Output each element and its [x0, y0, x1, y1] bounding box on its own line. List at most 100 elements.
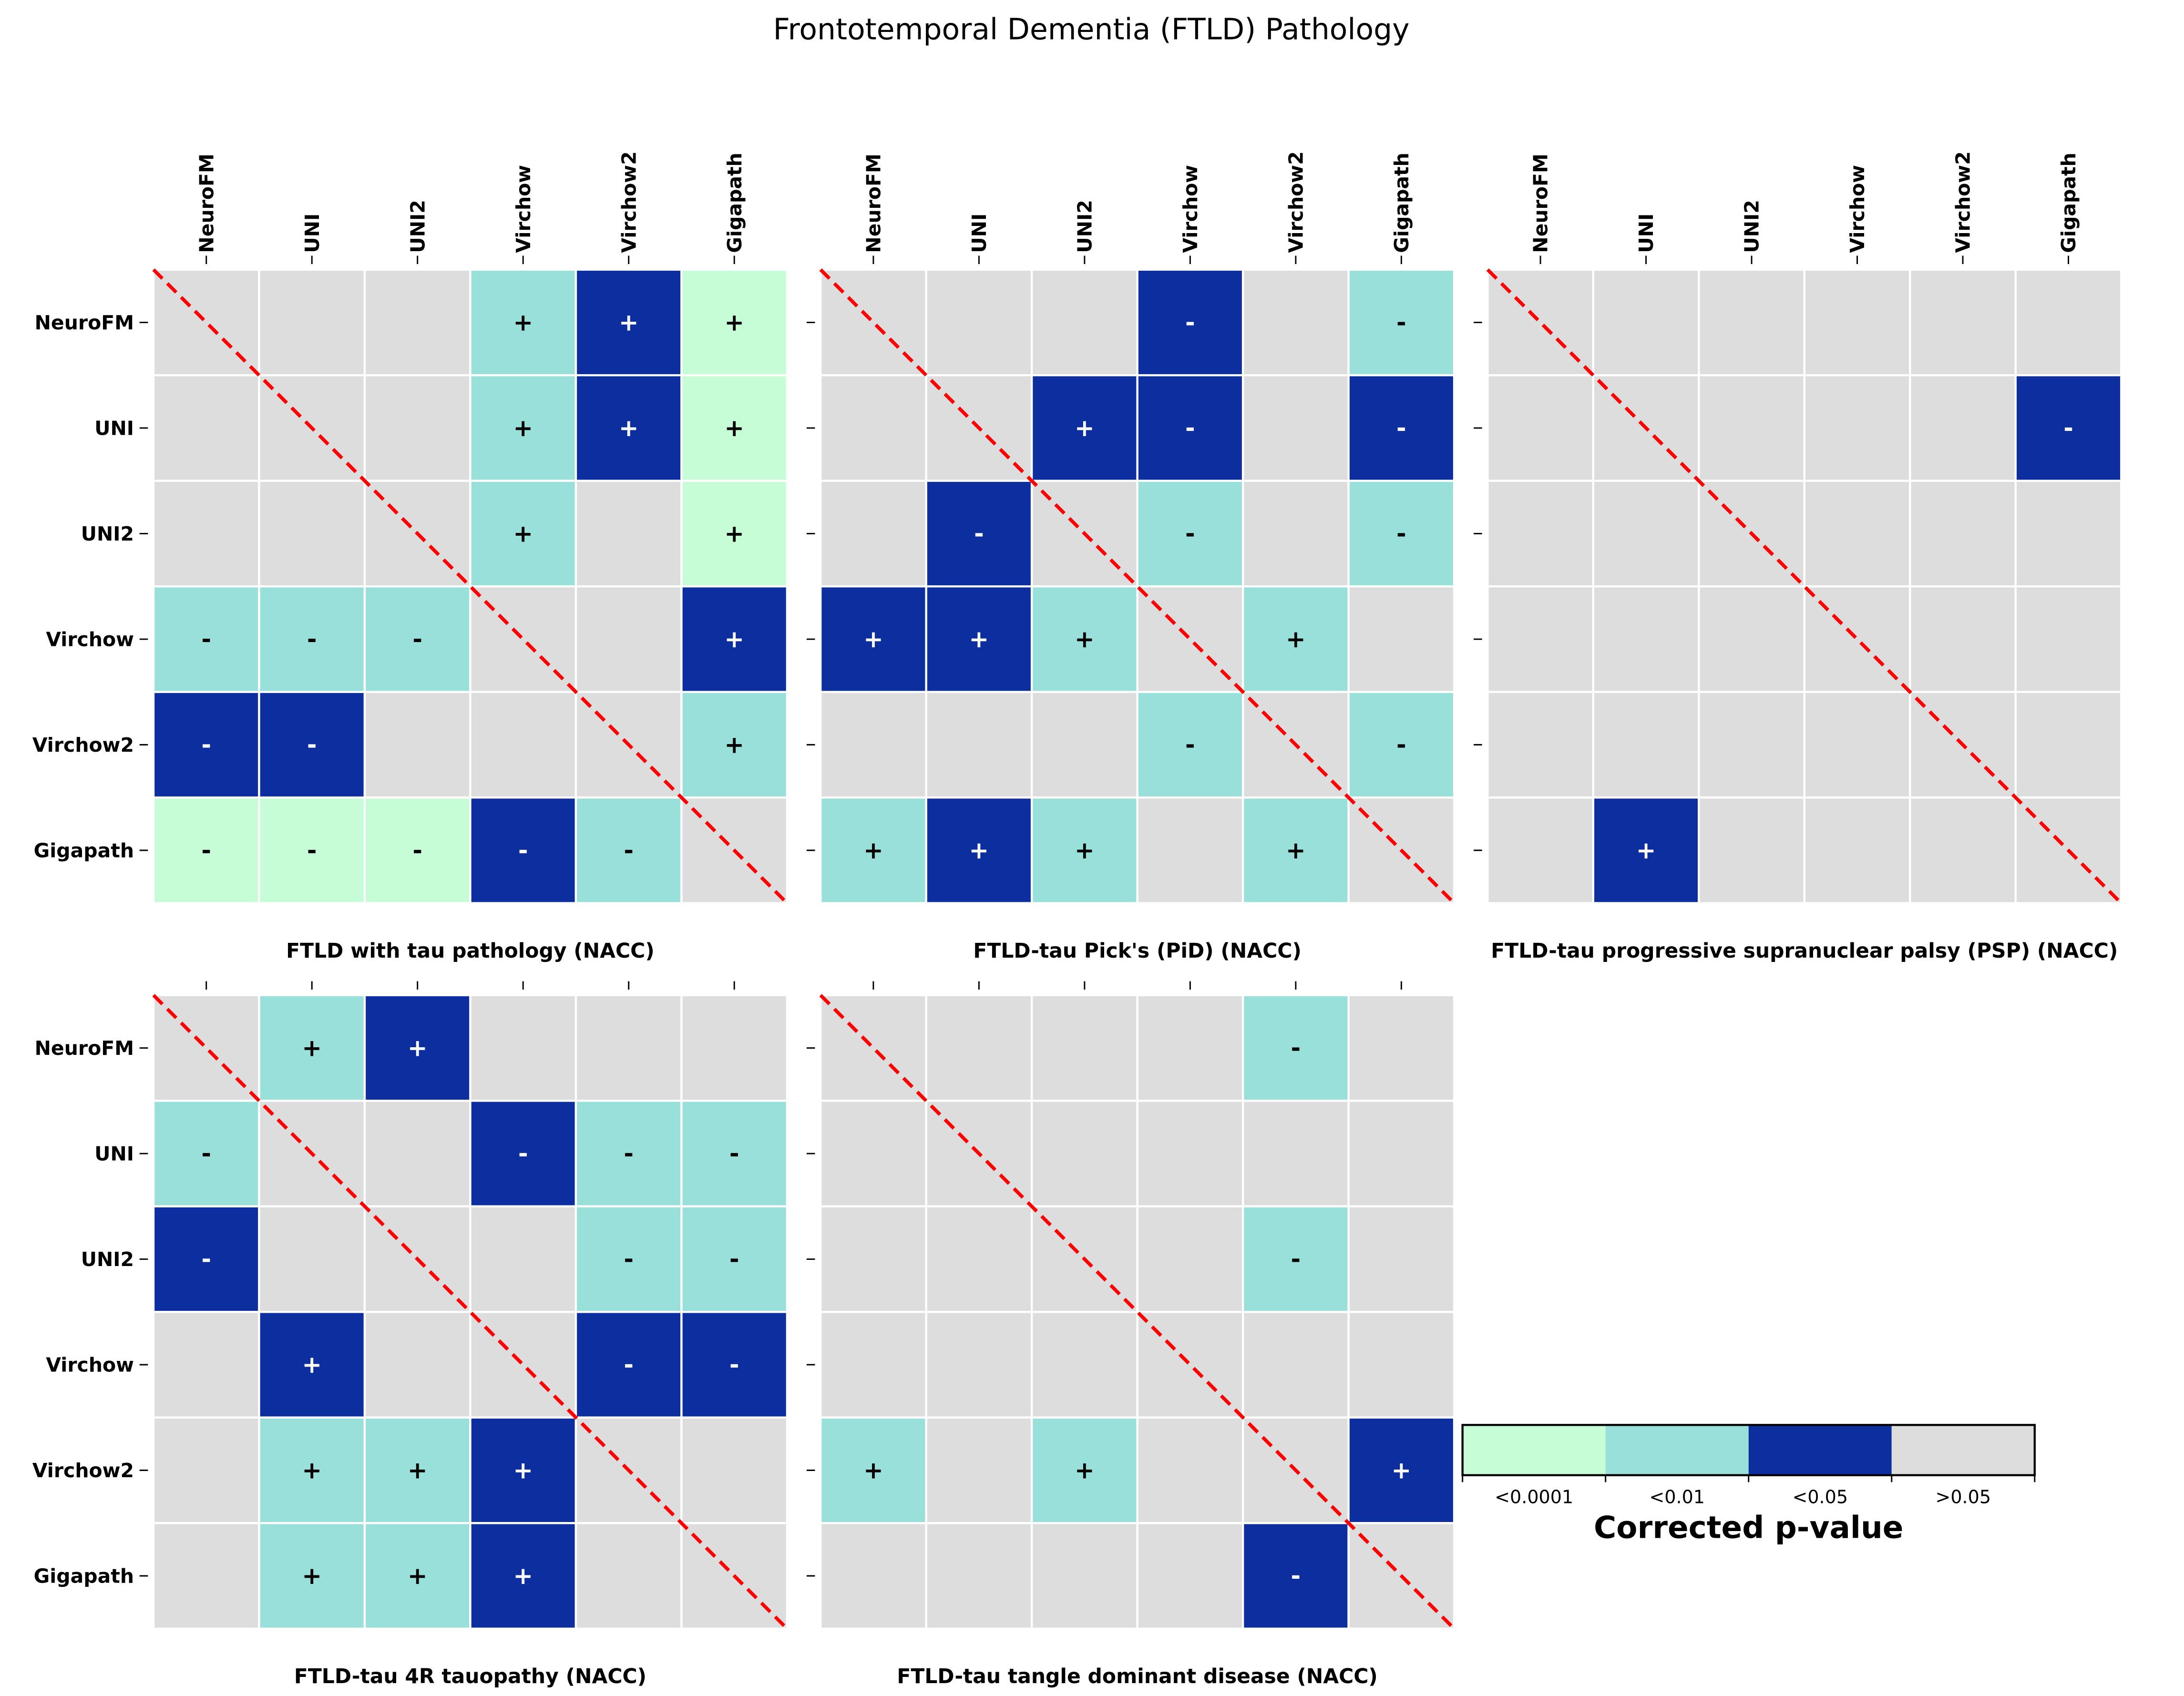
- y-tick-label: NeuroFM: [35, 1037, 134, 1060]
- heatmap-cell: [363, 374, 472, 482]
- heatmap-cell: [1241, 585, 1350, 693]
- cell-sign-label: -: [1291, 1034, 1301, 1062]
- x-tick-label: NeuroFM: [1529, 153, 1552, 253]
- heatmap-cell: [469, 1100, 577, 1207]
- cell-sign-label: -: [201, 837, 211, 864]
- y-tick-label: UNI: [94, 417, 134, 440]
- colorbar-swatch: [1605, 1425, 1749, 1475]
- heatmap-cell: [1592, 480, 1700, 588]
- heatmap-cell: [1136, 1416, 1244, 1524]
- cell-sign-label: +: [302, 1562, 322, 1590]
- heatmap-panel: + + - - - - - - - + - - + + + + + + NeuroFM UNI UNI2 Virchow V…: [32, 981, 789, 1688]
- cell-sign-label: -: [201, 625, 211, 653]
- colorbar-frame: [1461, 1424, 2036, 1476]
- cell-sign-label: +: [1075, 837, 1095, 864]
- cell-sign-label: +: [1286, 625, 1306, 653]
- cell-sign-label: -: [974, 520, 984, 547]
- heatmap-cell: [819, 1100, 927, 1207]
- heatmap-cell: [2014, 480, 2122, 588]
- x-tick-label: Virchow: [1846, 165, 1869, 253]
- colorbar-swatch: [1462, 1425, 1606, 1475]
- cell-sign-label: -: [2063, 414, 2073, 442]
- heatmap-cell: [363, 796, 472, 904]
- x-tick-label: Virchow2: [1285, 151, 1308, 253]
- heatmap-cell: [1803, 691, 1911, 799]
- heatmap-cell: [1241, 1100, 1350, 1207]
- cell-sign-label: +: [863, 625, 883, 653]
- cell-sign-label: +: [863, 837, 883, 864]
- diagonal-line: [819, 994, 1456, 1630]
- heatmap-cell: [258, 994, 366, 1102]
- heatmap-cell: [1347, 1100, 1456, 1207]
- cell-sign-label: -: [201, 1246, 211, 1273]
- heatmap-cell: [469, 691, 577, 799]
- y-tick-label: Virchow2: [32, 734, 134, 756]
- cell-sign-label: -: [1396, 731, 1406, 758]
- heatmap-cell: [680, 1416, 789, 1524]
- heatmap-cell: [925, 1416, 1033, 1524]
- y-tick-label: NeuroFM: [35, 311, 134, 334]
- heatmap-cell: [1803, 480, 1911, 588]
- cell-sign-label: -: [1396, 520, 1406, 547]
- heatmap-cell: [819, 796, 927, 904]
- heatmap-cell: [1347, 480, 1456, 588]
- heatmap-cell: [1909, 585, 2017, 693]
- heatmap-cell: [1347, 1205, 1456, 1313]
- heatmap-cell: [1347, 994, 1456, 1102]
- heatmap-cell: [1030, 1100, 1138, 1207]
- heatmap-cell: [469, 1205, 577, 1313]
- cell-sign-label: +: [619, 308, 639, 336]
- cell-sign-label: +: [1075, 1457, 1095, 1484]
- x-tick-label: Gigapath: [723, 153, 746, 253]
- heatmap-cell: [152, 480, 260, 588]
- heatmap-cell: [1803, 796, 1911, 904]
- heatmap-cell: [819, 1205, 927, 1313]
- heatmap-cell: [152, 374, 260, 482]
- heatmap-cell: [1136, 796, 1244, 904]
- heatmap-cell: [1136, 1522, 1244, 1630]
- x-tick-label: NeuroFM: [195, 153, 218, 253]
- cell-sign-label: +: [724, 625, 744, 653]
- cell-sign-label: +: [724, 414, 744, 442]
- heatmap-cell: [925, 796, 1033, 904]
- y-tick-label: Virchow: [46, 1354, 134, 1377]
- heatmap-cell: [1592, 691, 1700, 799]
- heatmap-cell: [680, 994, 789, 1102]
- heatmap-cell: [574, 1100, 683, 1207]
- cell-sign-label: -: [1185, 520, 1195, 547]
- heatmap-cell: [680, 585, 789, 693]
- cell-sign-label: -: [624, 1140, 634, 1167]
- cell-sign-label: -: [518, 837, 528, 864]
- cell-sign-label: +: [408, 1034, 428, 1062]
- heatmap-cell: [1136, 480, 1244, 588]
- cell-sign-label: -: [729, 1140, 739, 1167]
- cell-sign-label: +: [513, 520, 533, 547]
- heatmap-cell: [574, 585, 683, 693]
- heatmap-cell: [819, 691, 927, 799]
- panel-title: FTLD-tau tangle dominant disease (NACC): [897, 1665, 1377, 1688]
- cell-sign-label: -: [307, 625, 317, 653]
- heatmap-cell: [819, 1522, 927, 1630]
- heatmap-cell: [1803, 374, 1911, 482]
- heatmap-cell: [1136, 1100, 1244, 1207]
- diagonal-line: [1486, 268, 2122, 905]
- heatmap-cell: [680, 374, 789, 482]
- heatmap-cell: [152, 691, 260, 799]
- heatmap-panel: - + NeuroFM UNI UNI2 Virchow Virchow2 Gigapath F…: [1474, 151, 2122, 963]
- heatmap-cell: [469, 1522, 577, 1630]
- heatmap-cell: [1347, 374, 1456, 482]
- diagonal-line: [819, 268, 1456, 905]
- cell-sign-label: -: [1185, 731, 1195, 758]
- heatmap-cell: [574, 994, 683, 1102]
- heatmap-cell: [152, 796, 260, 904]
- heatmap-cell: [363, 1311, 472, 1419]
- heatmap-cell: [925, 994, 1033, 1102]
- heatmap-cell: [1030, 1416, 1138, 1524]
- heatmap-cell: [574, 374, 683, 482]
- heatmap-cell: [1487, 374, 1595, 482]
- cell-sign-label: -: [624, 1246, 634, 1273]
- heatmap-cell: [925, 691, 1033, 799]
- heatmap-cell: [925, 1522, 1033, 1630]
- cell-sign-label: -: [1396, 414, 1406, 442]
- heatmap-cell: [469, 994, 577, 1102]
